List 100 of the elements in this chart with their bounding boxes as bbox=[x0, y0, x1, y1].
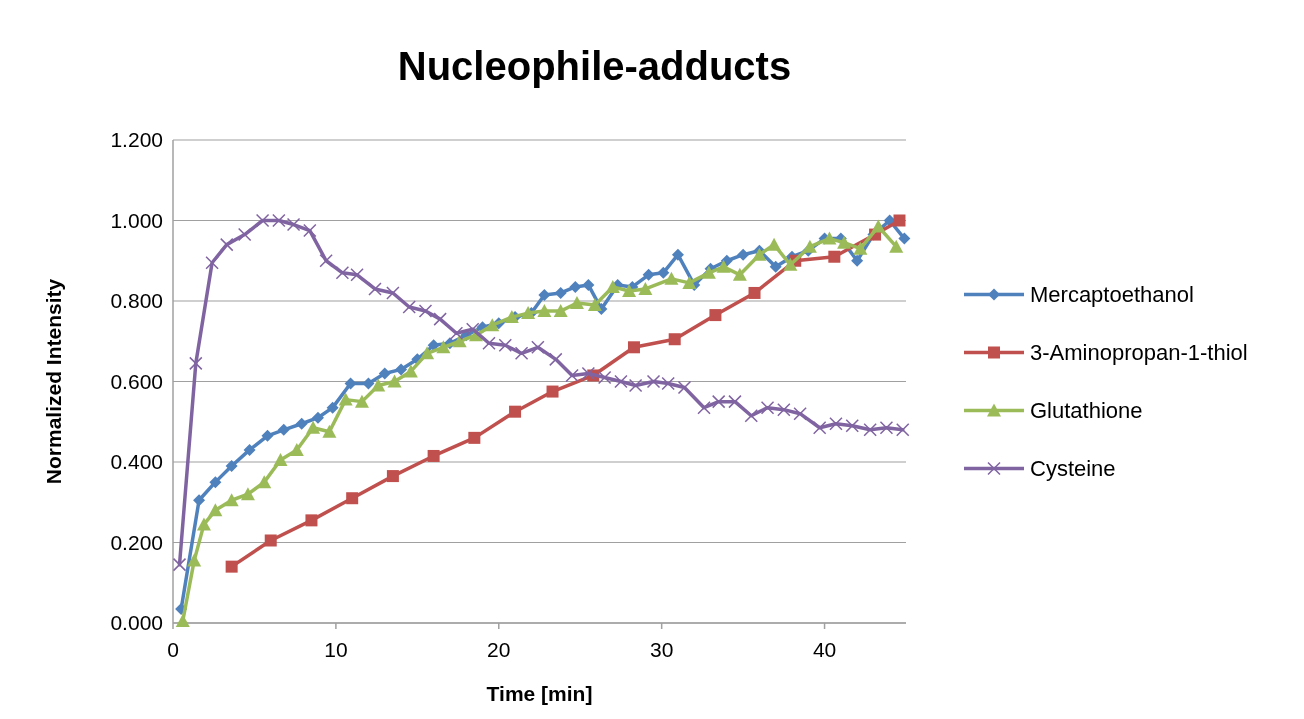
point bbox=[709, 309, 722, 322]
point bbox=[871, 219, 886, 233]
point bbox=[172, 557, 187, 572]
legend-label: 3-Aminopropan-1-thiol bbox=[1030, 340, 1248, 366]
point bbox=[378, 367, 391, 380]
point bbox=[531, 340, 545, 355]
point bbox=[418, 304, 433, 318]
y-tick-label: 1.200 bbox=[110, 128, 163, 152]
point bbox=[597, 370, 612, 385]
point bbox=[895, 423, 910, 437]
point bbox=[657, 266, 670, 279]
point bbox=[427, 449, 440, 462]
x-tick-label: 30 bbox=[649, 638, 674, 661]
point bbox=[767, 237, 782, 251]
point bbox=[760, 400, 775, 415]
point bbox=[732, 267, 747, 281]
point bbox=[752, 247, 767, 261]
point bbox=[187, 553, 202, 567]
point bbox=[319, 254, 333, 268]
point bbox=[802, 239, 817, 253]
point bbox=[420, 346, 435, 360]
point bbox=[605, 279, 620, 293]
point bbox=[812, 421, 827, 435]
point bbox=[521, 306, 536, 320]
point bbox=[671, 248, 684, 261]
point bbox=[371, 378, 386, 392]
point bbox=[744, 408, 759, 423]
point bbox=[863, 423, 877, 437]
point bbox=[498, 338, 513, 353]
point bbox=[433, 312, 447, 326]
x-tick-label: 40 bbox=[812, 638, 837, 661]
y-tick-label: 0.600 bbox=[110, 369, 163, 393]
point bbox=[569, 296, 584, 310]
point bbox=[175, 613, 190, 627]
point bbox=[677, 380, 692, 395]
y-tick-label: 1.000 bbox=[110, 208, 163, 232]
point bbox=[452, 334, 467, 348]
point bbox=[326, 401, 339, 414]
point bbox=[638, 281, 653, 295]
y-tick-label: 0.800 bbox=[110, 289, 163, 313]
point bbox=[627, 341, 640, 354]
point bbox=[565, 368, 579, 383]
point bbox=[209, 476, 222, 489]
point bbox=[661, 376, 675, 391]
point bbox=[582, 278, 595, 291]
point bbox=[711, 394, 726, 409]
point bbox=[449, 326, 464, 340]
point bbox=[306, 420, 321, 434]
point bbox=[569, 280, 582, 293]
point bbox=[386, 286, 400, 300]
point bbox=[465, 322, 480, 336]
point bbox=[286, 217, 301, 232]
point bbox=[354, 394, 369, 408]
point bbox=[189, 356, 203, 371]
point bbox=[514, 346, 529, 361]
point bbox=[277, 423, 290, 436]
point bbox=[822, 231, 837, 245]
point bbox=[668, 333, 681, 346]
point bbox=[273, 452, 288, 466]
point bbox=[783, 257, 798, 271]
point bbox=[208, 503, 223, 517]
point bbox=[225, 460, 238, 473]
point bbox=[879, 421, 894, 435]
legend-label: Cysteine bbox=[1030, 456, 1116, 482]
point bbox=[303, 223, 317, 238]
point bbox=[748, 286, 761, 299]
point bbox=[295, 417, 308, 430]
point bbox=[368, 282, 382, 296]
point bbox=[272, 213, 286, 228]
point bbox=[622, 283, 637, 297]
point bbox=[311, 411, 324, 424]
point bbox=[196, 517, 211, 531]
point bbox=[220, 237, 234, 252]
point bbox=[614, 374, 628, 389]
point bbox=[504, 310, 519, 324]
point bbox=[646, 374, 661, 389]
point bbox=[193, 494, 206, 507]
y-tick-label: 0.200 bbox=[110, 530, 163, 554]
point bbox=[335, 266, 350, 280]
chart-title: Nucleophile-adducts bbox=[397, 44, 792, 88]
point bbox=[554, 286, 567, 299]
point bbox=[701, 265, 716, 279]
point bbox=[346, 492, 359, 505]
point bbox=[793, 406, 807, 421]
point bbox=[553, 304, 568, 318]
point bbox=[829, 417, 843, 431]
point bbox=[737, 248, 750, 261]
x-tick-label: 10 bbox=[324, 638, 348, 661]
point bbox=[898, 232, 911, 245]
y-axis-title: Normalized Intensity bbox=[42, 278, 65, 485]
y-tick-label: 0.000 bbox=[110, 611, 163, 635]
point bbox=[837, 235, 852, 249]
point bbox=[549, 352, 563, 367]
point bbox=[581, 366, 596, 381]
point bbox=[264, 534, 277, 547]
point bbox=[716, 259, 731, 273]
x-tick-label: 20 bbox=[487, 638, 511, 661]
point bbox=[664, 271, 679, 285]
point bbox=[225, 560, 238, 573]
x-tick-label: 0 bbox=[167, 638, 179, 661]
